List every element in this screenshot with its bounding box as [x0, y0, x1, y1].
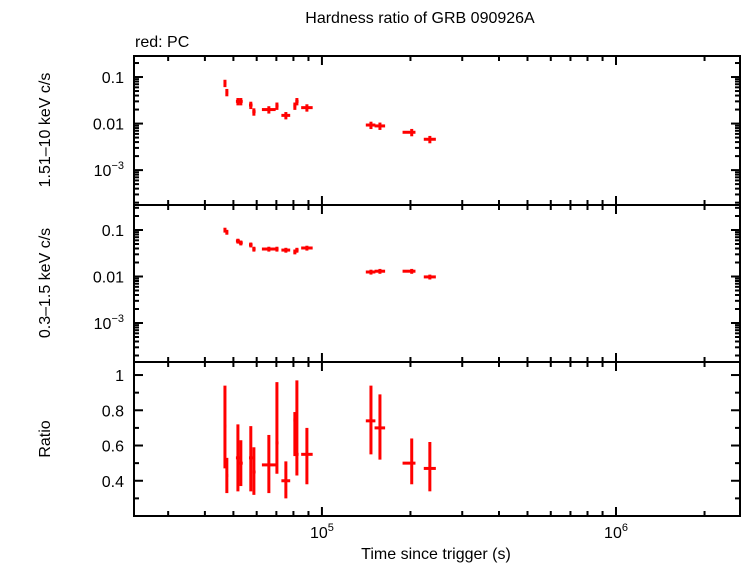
panel-frame-0: [133, 55, 741, 206]
x-tick-label: 106: [604, 522, 628, 542]
y-tick-label: 10−3: [94, 160, 124, 180]
y-tick-label: 0.4: [102, 474, 124, 491]
y-tick-label: 0.01: [93, 117, 124, 134]
y-axis-label-middle: 0.3–1.5 keV c/s: [37, 228, 54, 338]
y-axis-label-ratio: Ratio: [37, 420, 54, 457]
y-axis-label-top: 1.51–10 keV c/s: [37, 73, 54, 188]
y-tick-label: 0.8: [102, 403, 124, 420]
y-tick-label: 10−3: [94, 313, 124, 333]
panel-frame-2: [133, 361, 741, 517]
y-tick-label: 1: [115, 368, 124, 385]
legend-note: red: PC: [135, 34, 189, 51]
y-tick-label: 0.01: [93, 270, 124, 287]
chart-title: Hardness ratio of GRB 090926A: [305, 10, 535, 27]
x-tick-label: 105: [310, 522, 334, 542]
y-tick-label: 0.1: [102, 70, 124, 87]
x-axis-label: Time since trigger (s): [361, 546, 511, 563]
y-tick-label: 0.6: [102, 439, 124, 456]
y-tick-label: 0.1: [102, 223, 124, 240]
